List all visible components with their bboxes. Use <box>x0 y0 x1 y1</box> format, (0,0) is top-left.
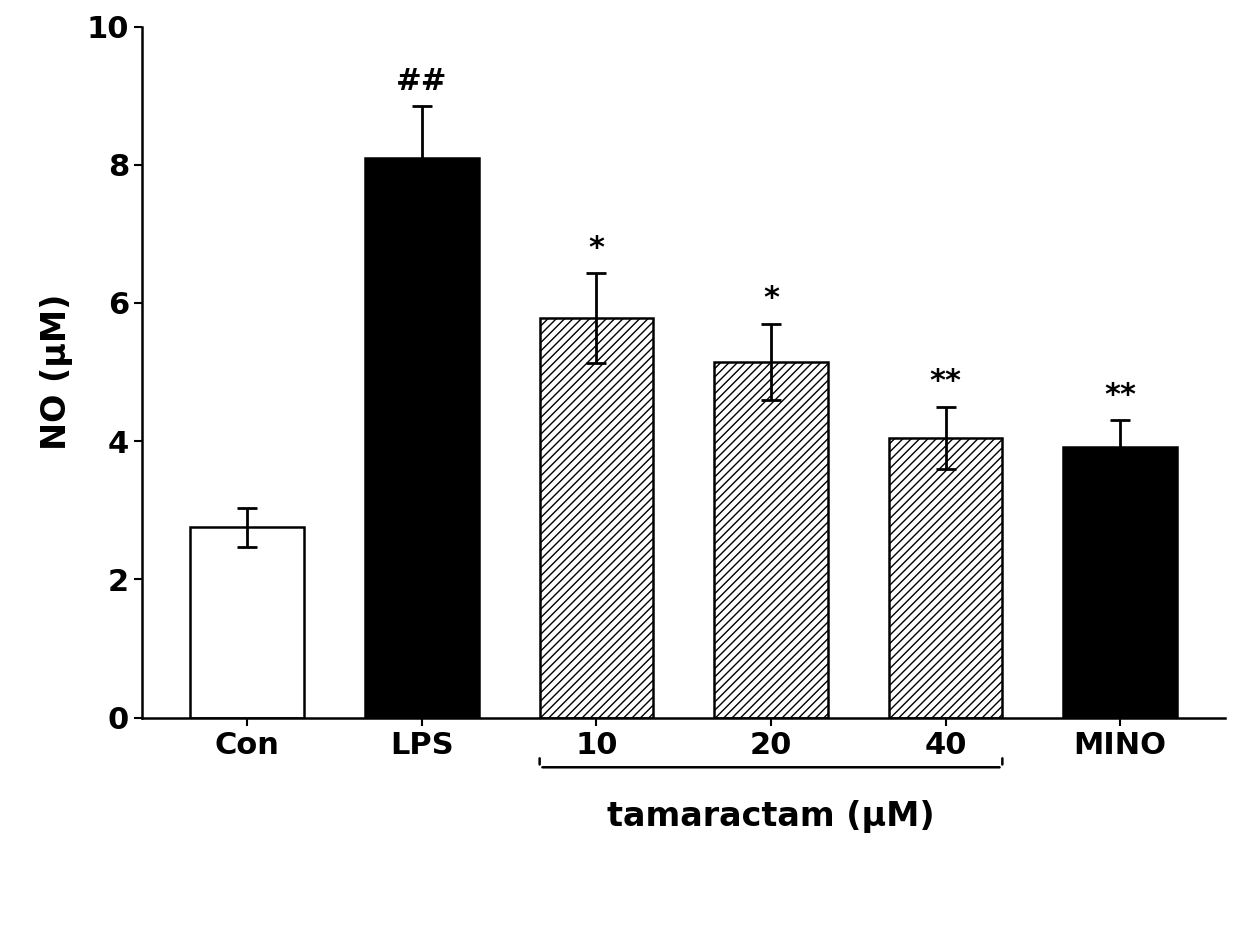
Bar <box>714 362 828 718</box>
Text: tamaractam (μM): tamaractam (μM) <box>608 800 935 833</box>
Text: **: ** <box>1105 381 1136 410</box>
Bar <box>1064 447 1177 718</box>
Text: *: * <box>763 284 779 314</box>
Bar <box>191 527 304 718</box>
Text: *: * <box>589 234 604 263</box>
Text: ##: ## <box>396 67 448 95</box>
Bar <box>539 318 653 718</box>
Text: **: ** <box>930 367 961 396</box>
Y-axis label: NO (μM): NO (μM) <box>40 294 73 450</box>
Bar <box>365 158 479 718</box>
Bar <box>889 438 1002 718</box>
